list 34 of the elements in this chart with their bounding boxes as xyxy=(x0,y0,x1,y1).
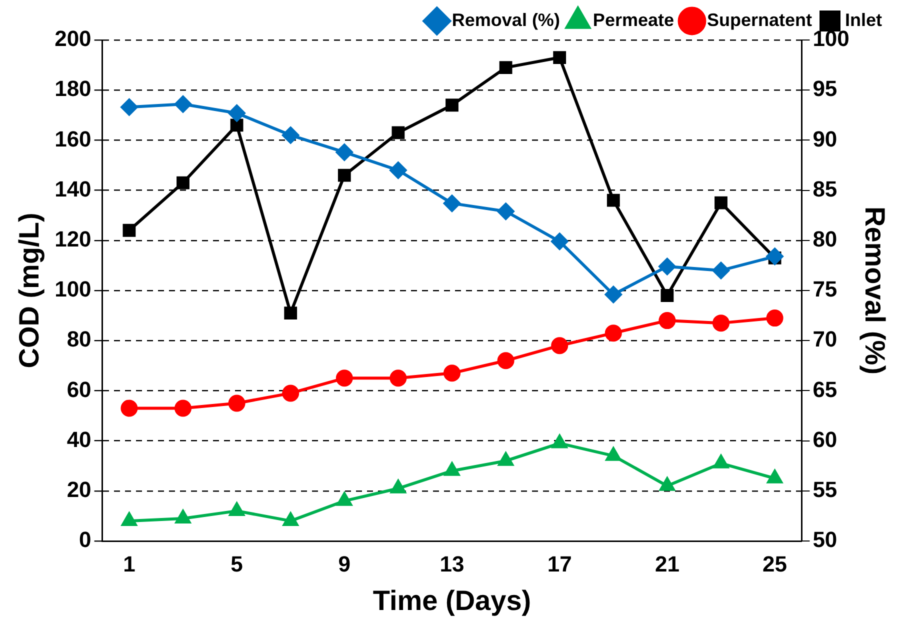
x-tick-label: 13 xyxy=(440,551,464,576)
legend-label: Supernatent xyxy=(706,10,812,30)
y-tick-label: 40 xyxy=(66,426,92,452)
y2-tick-label: 80 xyxy=(812,226,838,252)
x-tick-label: 1 xyxy=(123,551,136,576)
y-tick-label: 100 xyxy=(54,276,92,302)
y2-tick-label: 75 xyxy=(812,276,838,302)
x-tick-label: 9 xyxy=(338,551,351,576)
y2-tick-label: 60 xyxy=(812,426,838,452)
y2-tick-label: 85 xyxy=(812,176,838,202)
y-tick-label: 120 xyxy=(54,226,92,252)
y2-tick-label: 95 xyxy=(812,76,838,102)
x-tick-label: 5 xyxy=(230,551,243,576)
y2-tick-label: 55 xyxy=(812,476,838,502)
x-tick-label: 25 xyxy=(762,551,788,576)
y-tick-label: 160 xyxy=(54,126,92,152)
y-tick-label: 60 xyxy=(66,376,92,402)
y2-axis-title: Removal (%) xyxy=(859,206,890,375)
y-tick-label: 180 xyxy=(54,76,92,102)
y2-tick-label: 70 xyxy=(812,326,838,352)
y-tick-label: 200 xyxy=(54,26,92,52)
x-tick-label: 17 xyxy=(547,551,572,576)
y2-tick-label: 90 xyxy=(812,126,838,152)
y-tick-label: 140 xyxy=(54,176,92,202)
legend-label: Removal (%) xyxy=(452,10,560,30)
x-tick-label: 21 xyxy=(654,551,680,576)
legend-label: Permeate xyxy=(592,10,674,30)
y-axis-title: COD (mg/L) xyxy=(14,212,45,368)
y-tick-label: 80 xyxy=(66,326,92,352)
y-tick-label: 0 xyxy=(79,527,92,552)
x-axis-title: Time (Days) xyxy=(372,584,532,616)
y2-tick-label: 65 xyxy=(812,376,838,402)
y2-tick-label: 50 xyxy=(812,527,838,552)
y-tick-label: 20 xyxy=(66,476,92,502)
